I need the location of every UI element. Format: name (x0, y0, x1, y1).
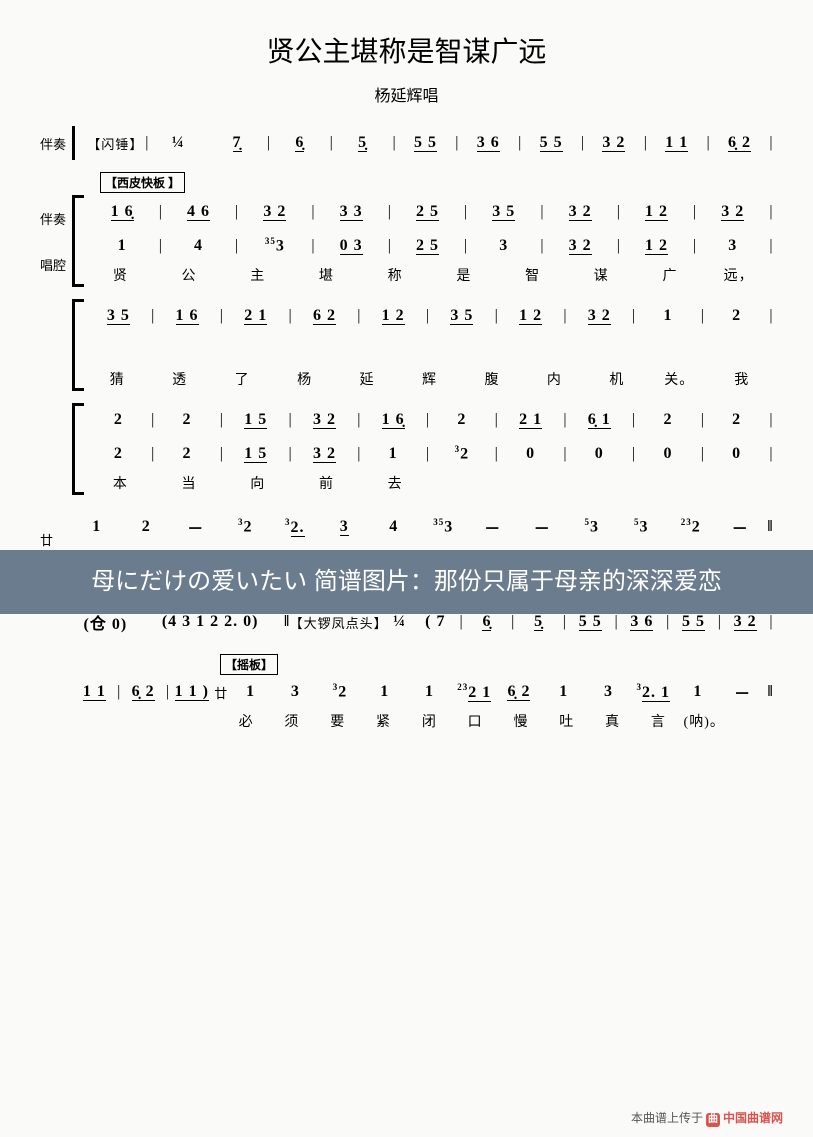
system-2: 伴奏 唱腔 1 6̣| 4 6| 3 2| 3 3| 2 5| 3 5| 3 2… (40, 195, 773, 287)
annotation-xipi: 【西皮快板 】 (100, 172, 185, 193)
single-row: 1 2 － 32 32. 3 4 353 － － 53 53 232 － ‖ (72, 507, 773, 547)
timesig: ¼ (149, 134, 208, 152)
accomp-row: 2| 2| 1 5| 3 2| 1 6̣| 2| 2 1| 6̣ 1| 2| 2… (86, 403, 773, 437)
system-3: 3 5| 1 6| 2 1| 6 2| 1 2| 3 5| 1 2| 3 2| … (40, 299, 773, 391)
footer-text: 本曲谱上传于 (631, 1111, 703, 1125)
lyric-row: 必 须 要 紧 闭 口 慢 吐 真 言 (呐)。 (72, 709, 773, 733)
sheet-music-page: 贤公主堪称是智谋广远 杨延辉唱 伴奏 【闪锤】 | ¼ 7̣ | 6̣ | 5̣… (0, 0, 813, 765)
accomp-row: 3 5| 1 6| 2 1| 6 2| 1 2| 3 5| 1 2| 3 2| … (86, 299, 773, 333)
footer-logo: 曲 中国曲谱网 (706, 1111, 783, 1125)
label-vocal: 唱腔 (40, 255, 72, 274)
annotation-shanchui: 【闪锤】 (86, 134, 145, 153)
system-1: 伴奏 【闪锤】 | ¼ 7̣ | 6̣ | 5̣ | 5 5 | 3 6 | 5… (40, 126, 773, 160)
label-hu: 廿 (40, 530, 72, 549)
footer: 本曲谱上传于 曲 中国曲谱网 (631, 1109, 783, 1127)
header: 贤公主堪称是智谋广远 杨延辉唱 (40, 30, 773, 106)
overlay-text: 母にだけの爱いたい 简谱图片：那份只属于母亲的深深爱恋 (91, 568, 722, 595)
system-7: 1 1| 6̣ 2| 1 1 ) 廿 1 3 32 1 1 232 1 6̣ 2… (40, 675, 773, 733)
overlay-banner: 母にだけの爱いたい 简谱图片：那份只属于母亲的深深爱恋 (0, 550, 813, 614)
note: 7̣ (208, 134, 267, 152)
system-4: 2| 2| 1 5| 3 2| 1 6̣| 2| 2 1| 6̣ 1| 2| 2… (40, 403, 773, 495)
accomp-row: 1 6̣| 4 6| 3 2| 3 3| 2 5| 3 5| 3 2| 1 2|… (86, 195, 773, 229)
vocal-row: 2| 2| 1 5| 3 2| 1| 32| 0| 0| 0| 0| (86, 437, 773, 471)
lyric-row: 贤 公 主 堪 称 是 智 谋 广 远， (86, 263, 773, 287)
inner-notes: (4 3 1 2 2. 0) (139, 613, 282, 631)
bracket (72, 195, 84, 287)
bracket (72, 299, 84, 391)
annotation-yaoban: 【摇板】 (220, 654, 278, 675)
label-accomp: 伴奏 (40, 209, 72, 228)
vocal-row: 1| 4| 353| 0 3| 2 5| 3| 3 2| 1 2| 3| (86, 229, 773, 263)
song-title: 贤公主堪称是智谋广远 (40, 30, 773, 70)
bracket (72, 126, 84, 160)
composer: 杨延辉唱 (40, 82, 773, 106)
annotation-daluo: 【大锣凤点头】 (290, 613, 388, 632)
bracket (72, 403, 84, 495)
lyric-row: 本 当 向 前 去 (86, 471, 773, 495)
accomp-row: 【闪锤】 | ¼ 7̣ | 6̣ | 5̣ | 5 5 | 3 6 | 5 5 … (86, 126, 773, 160)
single-row: 1 1| 6̣ 2| 1 1 ) 廿 1 3 32 1 1 232 1 6̣ 2… (72, 675, 773, 709)
label-accomp: 伴奏 (40, 134, 72, 153)
lyric-row: 猜 透 了 杨 延 辉 腹 内 机 关。 我 (86, 367, 773, 391)
